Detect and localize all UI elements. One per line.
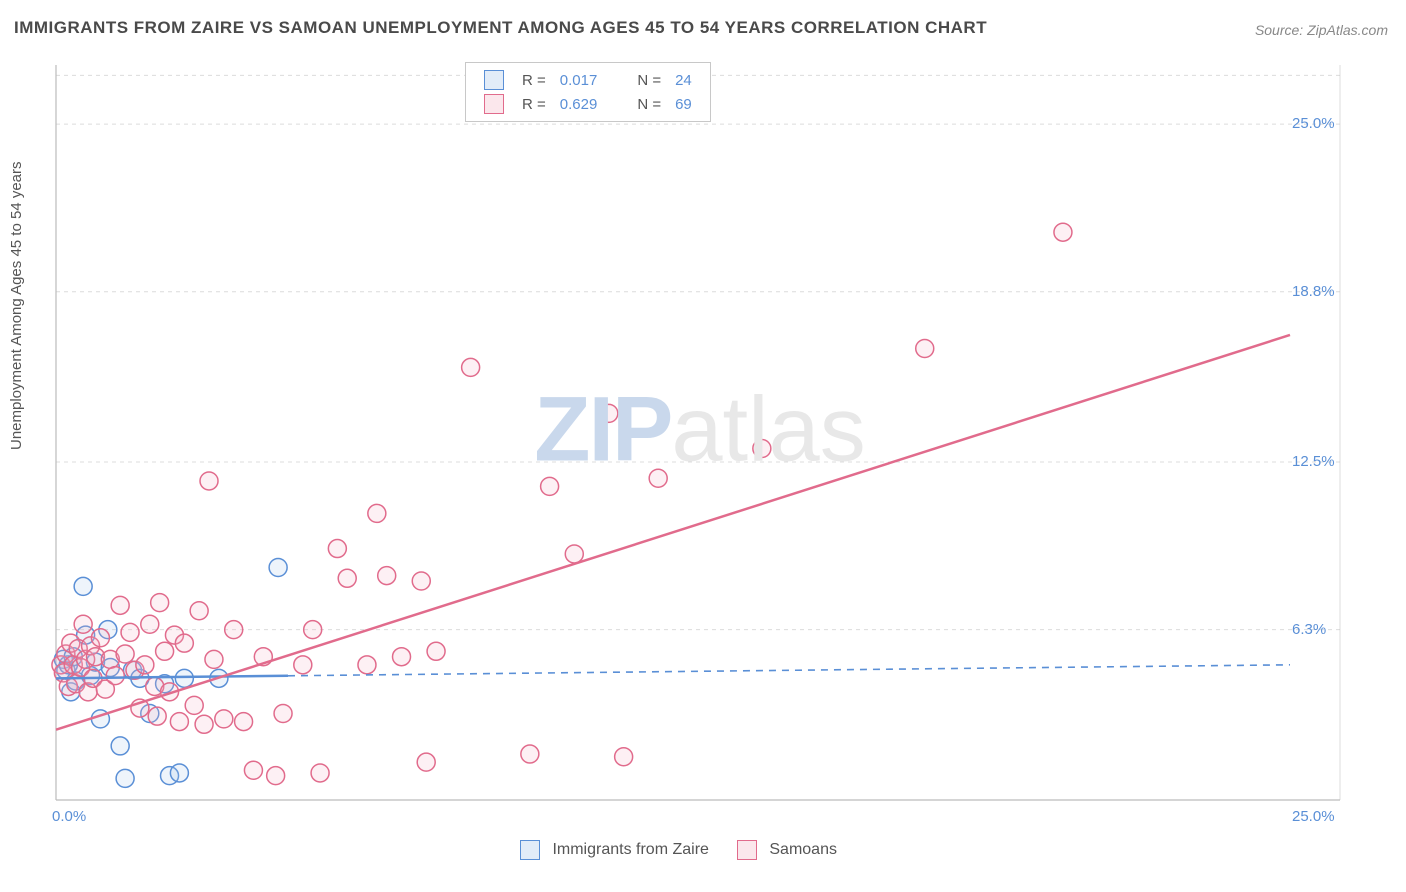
- data-point: [269, 558, 287, 576]
- legend-n-label: N =: [631, 93, 667, 115]
- legend-r-value: 0.629: [554, 93, 604, 115]
- axis-tick-label: 12.5%: [1292, 453, 1335, 470]
- axis-tick-label: 18.8%: [1292, 283, 1335, 300]
- data-point: [1054, 223, 1072, 241]
- legend-n-value: 69: [669, 93, 698, 115]
- scatter-plot: ZIPatlas R =0.017N =24R =0.629N =69: [50, 60, 1350, 830]
- legend-swatch: [737, 840, 757, 860]
- data-point: [91, 629, 109, 647]
- data-point: [170, 764, 188, 782]
- axis-tick-label: 25.0%: [1292, 808, 1335, 825]
- data-point: [215, 710, 233, 728]
- data-point: [753, 440, 771, 458]
- legend-swatch: [520, 840, 540, 860]
- data-point: [205, 650, 223, 668]
- data-point: [151, 594, 169, 612]
- data-point: [368, 504, 386, 522]
- axis-tick-label: 0.0%: [52, 808, 86, 825]
- legend-r-label: R =: [516, 69, 552, 91]
- series-legend: Immigrants from Zaire Samoans: [520, 840, 837, 860]
- data-point: [200, 472, 218, 490]
- data-point: [462, 358, 480, 376]
- data-point: [615, 748, 633, 766]
- data-point: [225, 621, 243, 639]
- data-point: [378, 567, 396, 585]
- trend-line-dashed: [288, 665, 1290, 676]
- legend-series-label: Immigrants from Zaire: [548, 841, 709, 858]
- data-point: [74, 615, 92, 633]
- y-axis-label: Unemployment Among Ages 45 to 54 years: [8, 161, 25, 450]
- data-point: [74, 577, 92, 595]
- data-point: [244, 761, 262, 779]
- legend-r-label: R =: [516, 93, 552, 115]
- legend-swatch: [484, 70, 504, 90]
- data-point: [116, 769, 134, 787]
- data-point: [111, 737, 129, 755]
- data-point: [235, 713, 253, 731]
- data-point: [565, 545, 583, 563]
- data-point: [427, 642, 445, 660]
- data-point: [304, 621, 322, 639]
- axis-tick-label: 6.3%: [1292, 621, 1326, 638]
- data-point: [393, 648, 411, 666]
- data-point: [175, 669, 193, 687]
- data-point: [541, 477, 559, 495]
- chart-title: IMMIGRANTS FROM ZAIRE VS SAMOAN UNEMPLOY…: [14, 18, 987, 38]
- source-label: Source: ZipAtlas.com: [1255, 22, 1388, 38]
- data-point: [148, 707, 166, 725]
- legend-n-label: N =: [631, 69, 667, 91]
- data-point: [106, 667, 124, 685]
- legend-swatch: [484, 94, 504, 114]
- data-point: [170, 713, 188, 731]
- data-point: [916, 339, 934, 357]
- correlation-legend: R =0.017 N =24 R =0.629 N =69: [465, 62, 711, 122]
- data-point: [294, 656, 312, 674]
- data-point: [185, 696, 203, 714]
- data-point: [328, 540, 346, 558]
- data-point: [412, 572, 430, 590]
- data-point: [195, 715, 213, 733]
- data-point: [358, 656, 376, 674]
- data-point: [111, 596, 129, 614]
- data-point: [274, 704, 292, 722]
- legend-n-value: 24: [669, 69, 698, 91]
- legend-r-value: 0.017: [554, 69, 604, 91]
- data-point: [190, 602, 208, 620]
- data-point: [267, 767, 285, 785]
- data-point: [116, 645, 134, 663]
- data-point: [521, 745, 539, 763]
- trend-line: [56, 335, 1290, 730]
- data-point: [156, 642, 174, 660]
- data-point: [417, 753, 435, 771]
- data-point: [121, 623, 139, 641]
- data-point: [600, 404, 618, 422]
- data-point: [136, 656, 154, 674]
- axis-tick-label: 25.0%: [1292, 115, 1335, 132]
- legend-series-label: Samoans: [765, 841, 837, 858]
- data-point: [311, 764, 329, 782]
- data-point: [141, 615, 159, 633]
- data-point: [175, 634, 193, 652]
- data-point: [338, 569, 356, 587]
- data-point: [649, 469, 667, 487]
